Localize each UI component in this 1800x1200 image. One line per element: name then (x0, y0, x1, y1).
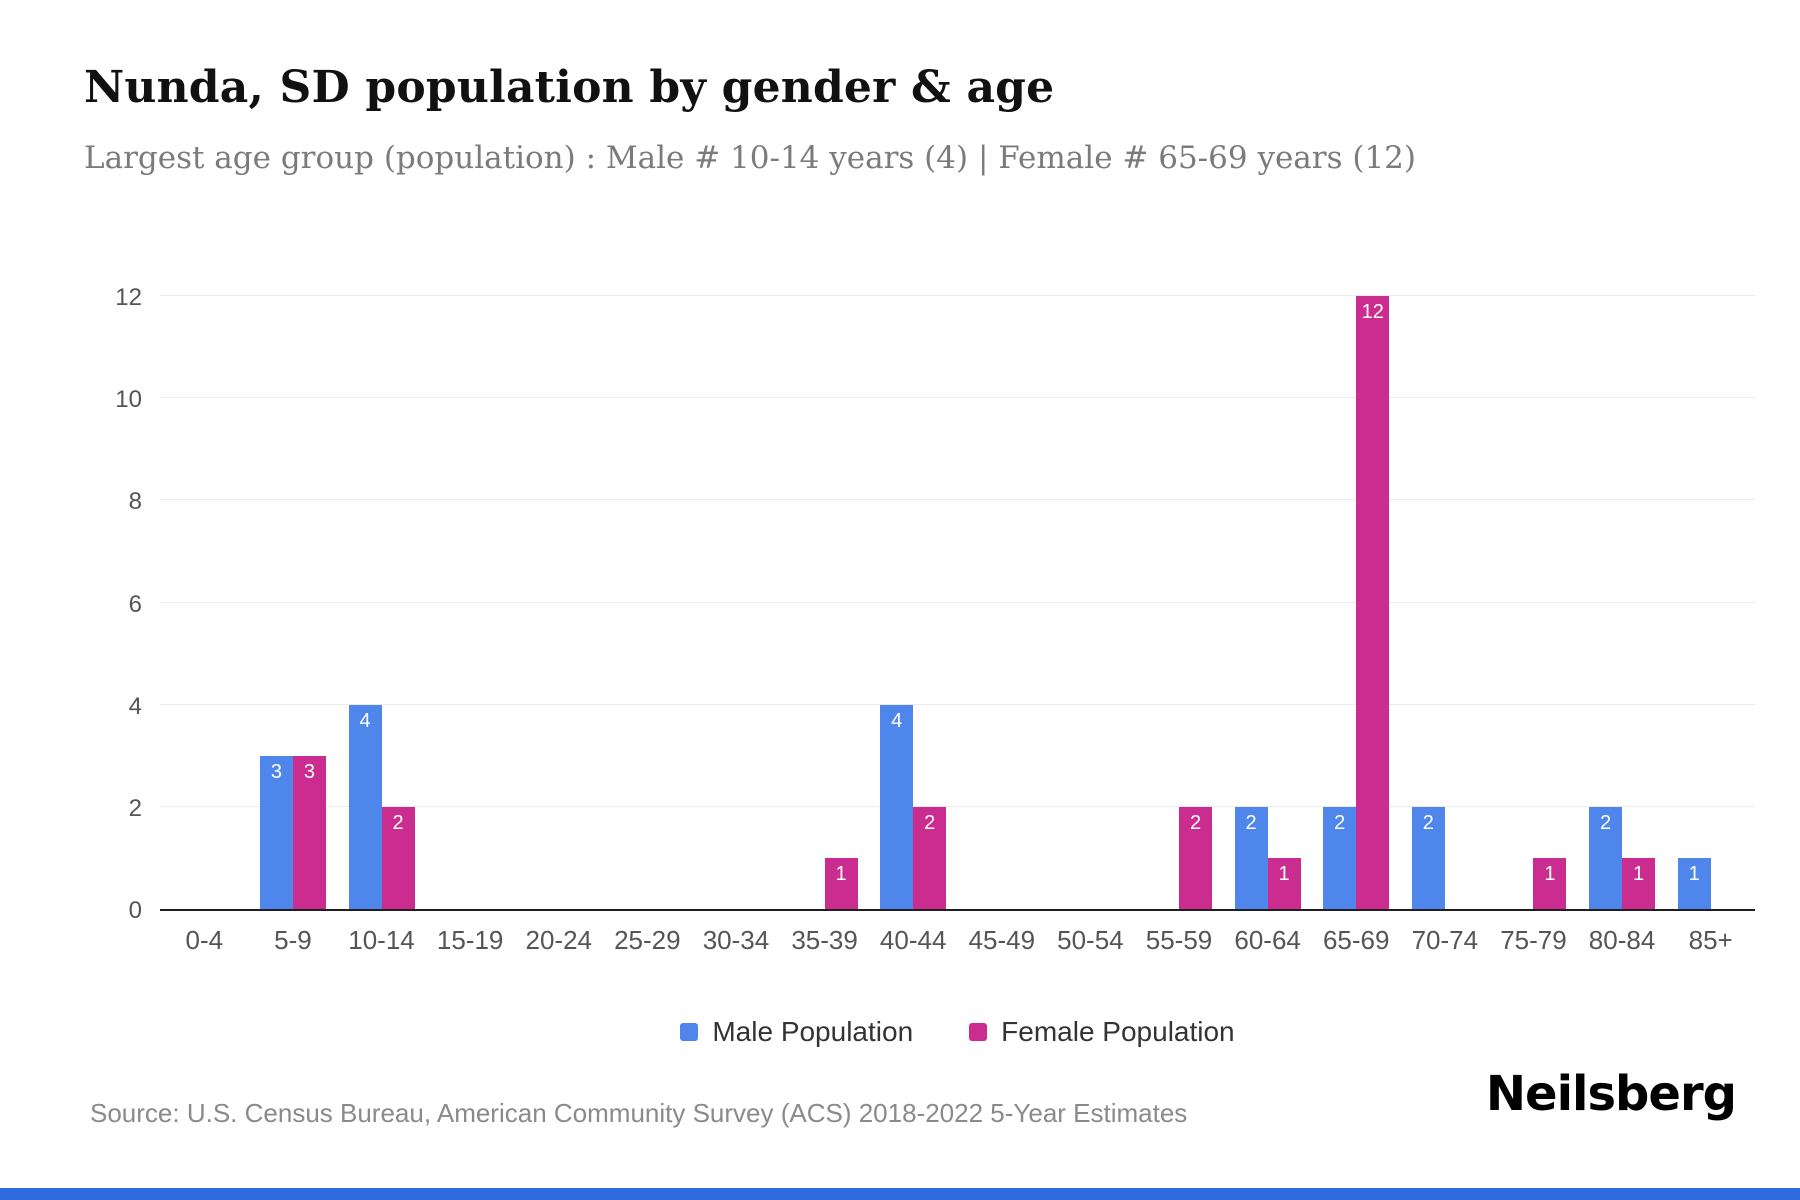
chart-title: Nunda, SD population by gender & age (84, 62, 1055, 113)
bar-value-label: 12 (1361, 301, 1384, 323)
y-axis-label: 6 (128, 590, 142, 618)
bar-value-label: 1 (1544, 862, 1556, 885)
bar-value-label: 3 (270, 760, 282, 783)
x-axis-label: 15-19 (436, 925, 504, 955)
x-axis-label: 60-64 (1234, 925, 1301, 955)
bar-male: 2 (1411, 806, 1445, 909)
x-axis-label: 40-44 (879, 925, 947, 955)
bar-male: 2 (1234, 806, 1268, 909)
bar-female: 2 (381, 806, 415, 909)
bar-value-label: 2 (392, 811, 404, 834)
y-axis: 0 2 4 6 8 10 12 (90, 286, 160, 923)
gridline (160, 805, 1755, 807)
legend-item-female: Female Population (969, 1016, 1235, 1048)
legend-label: Male Population (712, 1016, 914, 1047)
gridline (160, 703, 1755, 705)
bar-female: 3 (292, 755, 326, 909)
bar-value-label: 2 (1422, 811, 1434, 834)
footer-accent-bar (0, 1188, 1800, 1200)
x-axis-label: 85+ (1688, 925, 1733, 955)
bar-value-label: 4 (891, 709, 903, 732)
bar-group: 1 (1666, 857, 1755, 909)
bar-value-label: 2 (1189, 811, 1202, 834)
x-axis-label: 45-49 (968, 925, 1036, 955)
bar-female: 2 (913, 806, 947, 909)
bar-group: 1 (780, 857, 869, 909)
x-axis: 0-4 5-9 10-14 15-19 20-24 25-29 30-34 35-39 40-4… (160, 911, 1755, 956)
legend-label: Female Population (1001, 1016, 1235, 1047)
bar-value-label: 3 (303, 760, 315, 783)
bar-male: 3 (259, 755, 293, 909)
plot-area: 3 3 4 2 1 4 2 2 2 1 2 12 2 1 2 1 1 (160, 295, 1755, 911)
legend-item-male: Male Population (680, 1016, 913, 1048)
source-note: Source: U.S. Census Bureau, American Com… (90, 1098, 1188, 1128)
y-axis-label: 12 (115, 284, 142, 311)
bar-value-label: 1 (1688, 862, 1700, 885)
bar-group: 2 12 (1312, 296, 1401, 909)
x-axis-label: 70-74 (1411, 925, 1479, 955)
bar-male: 2 (1323, 806, 1357, 909)
x-axis-label: 0-4 (185, 925, 224, 955)
bar-male: 2 (1589, 806, 1623, 909)
gridline (160, 601, 1755, 603)
bar-female: 1 (1533, 857, 1567, 909)
y-axis-label: 4 (128, 692, 142, 720)
legend-swatch-male (680, 1023, 699, 1041)
x-axis-label: 20-24 (525, 925, 592, 955)
legend: Male Population Female Population (160, 1016, 1755, 1048)
x-axis-label: 35-39 (791, 925, 858, 955)
bar-female: 2 (1179, 806, 1212, 909)
bar-female: 1 (824, 857, 858, 909)
y-axis-label: 0 (128, 897, 142, 924)
bar-value-label: 1 (1632, 862, 1645, 885)
bar-value-label: 4 (359, 709, 371, 732)
x-axis-label: 30-34 (702, 925, 770, 955)
bar-value-label: 1 (835, 862, 847, 885)
chart-subtitle: Largest age group (population) : Male # … (84, 140, 1417, 176)
bar-male: 1 (1677, 857, 1711, 909)
bar-value-label: 2 (924, 811, 936, 834)
x-axis-label: 5-9 (274, 925, 312, 955)
brand-logo: Neilsberg (1485, 1066, 1737, 1122)
plot-row: 0 2 4 6 8 10 12 3 3 4 2 1 4 2 2 2 1 2 12 2 1 2 1 1 (90, 286, 1755, 923)
bar-groups: 3 3 4 2 1 4 2 2 2 1 2 12 2 1 2 1 1 (160, 296, 1755, 909)
x-axis-label: 65-69 (1322, 925, 1390, 955)
bar-group: 1 (1489, 857, 1578, 909)
bar-chart: 0 2 4 6 8 10 12 3 3 4 2 1 4 2 2 2 1 2 12 2 1 2 1 1 0-4 5-9 10-14… (90, 286, 1755, 1048)
x-axis-label: 50-54 (1057, 925, 1124, 955)
bar-value-label: 2 (1245, 811, 1257, 834)
gridline (160, 295, 1755, 296)
x-axis-label: 55-59 (1145, 925, 1213, 955)
bar-female: 1 (1622, 857, 1656, 909)
x-axis-label: 75-79 (1500, 925, 1567, 955)
gridline (160, 397, 1755, 399)
bar-value-label: 2 (1334, 811, 1346, 834)
x-axis-label: 10-14 (348, 925, 415, 955)
bar-female: 12 (1356, 296, 1390, 909)
bar-group: 2 (1401, 806, 1490, 909)
bar-female: 1 (1267, 857, 1301, 909)
gridline (160, 499, 1755, 501)
bar-group: 2 (1135, 806, 1224, 909)
legend-swatch-female (969, 1023, 988, 1041)
x-axis-label: 80-84 (1588, 925, 1656, 955)
bar-value-label: 2 (1599, 811, 1612, 834)
y-axis-label: 2 (128, 794, 142, 822)
bar-male: 4 (880, 704, 914, 909)
bar-male: 4 (348, 704, 382, 909)
y-axis-label: 8 (128, 488, 142, 516)
x-axis-label: 25-29 (614, 925, 681, 955)
y-axis-label: 10 (115, 386, 142, 414)
bar-value-label: 1 (1278, 862, 1290, 885)
